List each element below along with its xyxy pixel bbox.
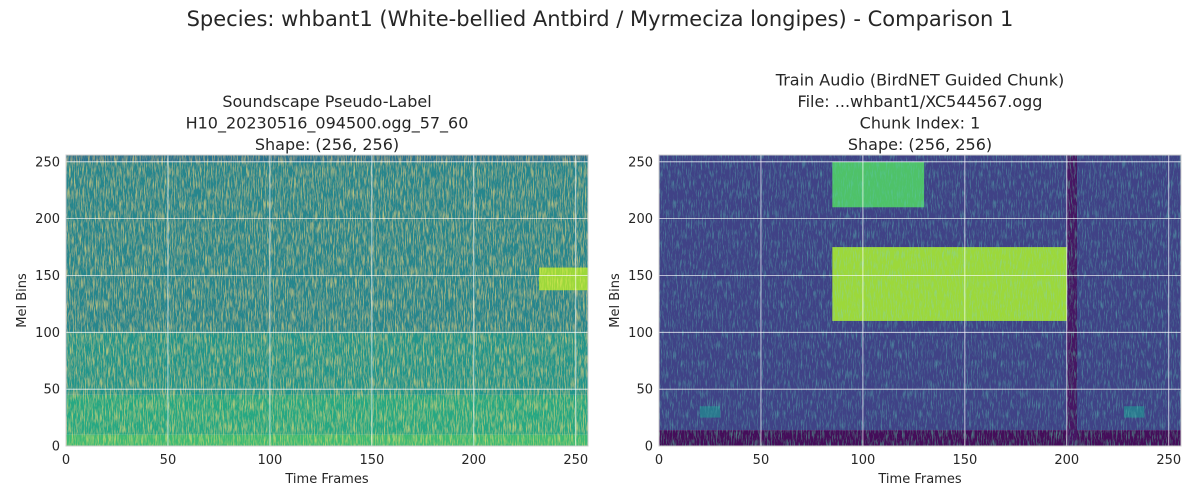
- y-tick-label: 200: [628, 212, 653, 227]
- panel-title-line: Shape: (256, 256): [848, 135, 992, 154]
- y-tick-label: 100: [35, 326, 60, 341]
- heatmap-region: [66, 161, 588, 333]
- heatmap-region: [66, 155, 588, 162]
- y-tick-label: 150: [35, 269, 60, 284]
- x-tick-label: 250: [563, 453, 588, 468]
- figure-suptitle: Species: whbant1 (White-bellied Antbird …: [187, 7, 1014, 31]
- axes-frame: [658, 154, 1182, 447]
- x-tick-label: 150: [952, 453, 977, 468]
- axes-frame: [65, 154, 589, 447]
- x-tick-label: 150: [359, 453, 384, 468]
- heatmap-region: [832, 247, 1067, 321]
- spectrogram-image: [66, 155, 588, 446]
- x-tick-label: 50: [753, 453, 770, 468]
- y-tick-label: 200: [35, 212, 60, 227]
- y-tick-label: 50: [43, 383, 60, 398]
- x-tick-label: 50: [160, 453, 177, 468]
- spectrogram-image: [659, 155, 1181, 446]
- x-tick-label: 0: [655, 453, 663, 468]
- panel-title-line: Shape: (256, 256): [255, 135, 399, 154]
- x-tick-label: 200: [461, 453, 486, 468]
- x-tick-label: 250: [1156, 453, 1181, 468]
- panel-soundscape: Soundscape Pseudo-Label H10_20230516_0945…: [15, 92, 589, 487]
- y-tick-label: 0: [52, 440, 60, 455]
- heatmap-region: [66, 434, 588, 446]
- x-axis-label: Time Frames: [877, 472, 961, 487]
- x-axis-label: Time Frames: [284, 472, 368, 487]
- panel-title-line: File: ...whbant1/XC544567.ogg: [798, 92, 1043, 111]
- panel-title-line: Soundscape Pseudo-Label: [222, 92, 431, 111]
- x-tick-label: 100: [850, 453, 875, 468]
- y-axis-label: Mel Bins: [608, 273, 623, 328]
- y-tick-label: 0: [645, 440, 653, 455]
- panel-train-audio: Train Audio (BirdNET Guided Chunk) File: …: [608, 71, 1182, 487]
- x-tick-label: 0: [62, 453, 70, 468]
- heatmap-region: [659, 430, 1181, 446]
- heatmap-region: [832, 161, 925, 208]
- panel-title-line: Train Audio (BirdNET Guided Chunk): [775, 71, 1064, 90]
- heatmap-region: [699, 406, 721, 418]
- y-tick-label: 150: [628, 269, 653, 284]
- y-tick-label: 250: [628, 155, 653, 170]
- heatmap-region: [66, 394, 588, 435]
- y-axis-label: Mel Bins: [15, 273, 30, 328]
- x-tick-label: 100: [257, 453, 282, 468]
- heatmap-region: [66, 332, 588, 395]
- heatmap-region: [539, 267, 588, 291]
- y-tick-label: 250: [35, 155, 60, 170]
- y-tick-label: 100: [628, 326, 653, 341]
- heatmap-region: [1123, 406, 1145, 418]
- y-tick-label: 50: [636, 383, 653, 398]
- x-tick-label: 200: [1054, 453, 1079, 468]
- panel-title-line: H10_20230516_094500.ogg_57_60: [186, 114, 469, 134]
- panel-title-line: Chunk Index: 1: [860, 114, 981, 133]
- heatmap-region: [1066, 155, 1078, 446]
